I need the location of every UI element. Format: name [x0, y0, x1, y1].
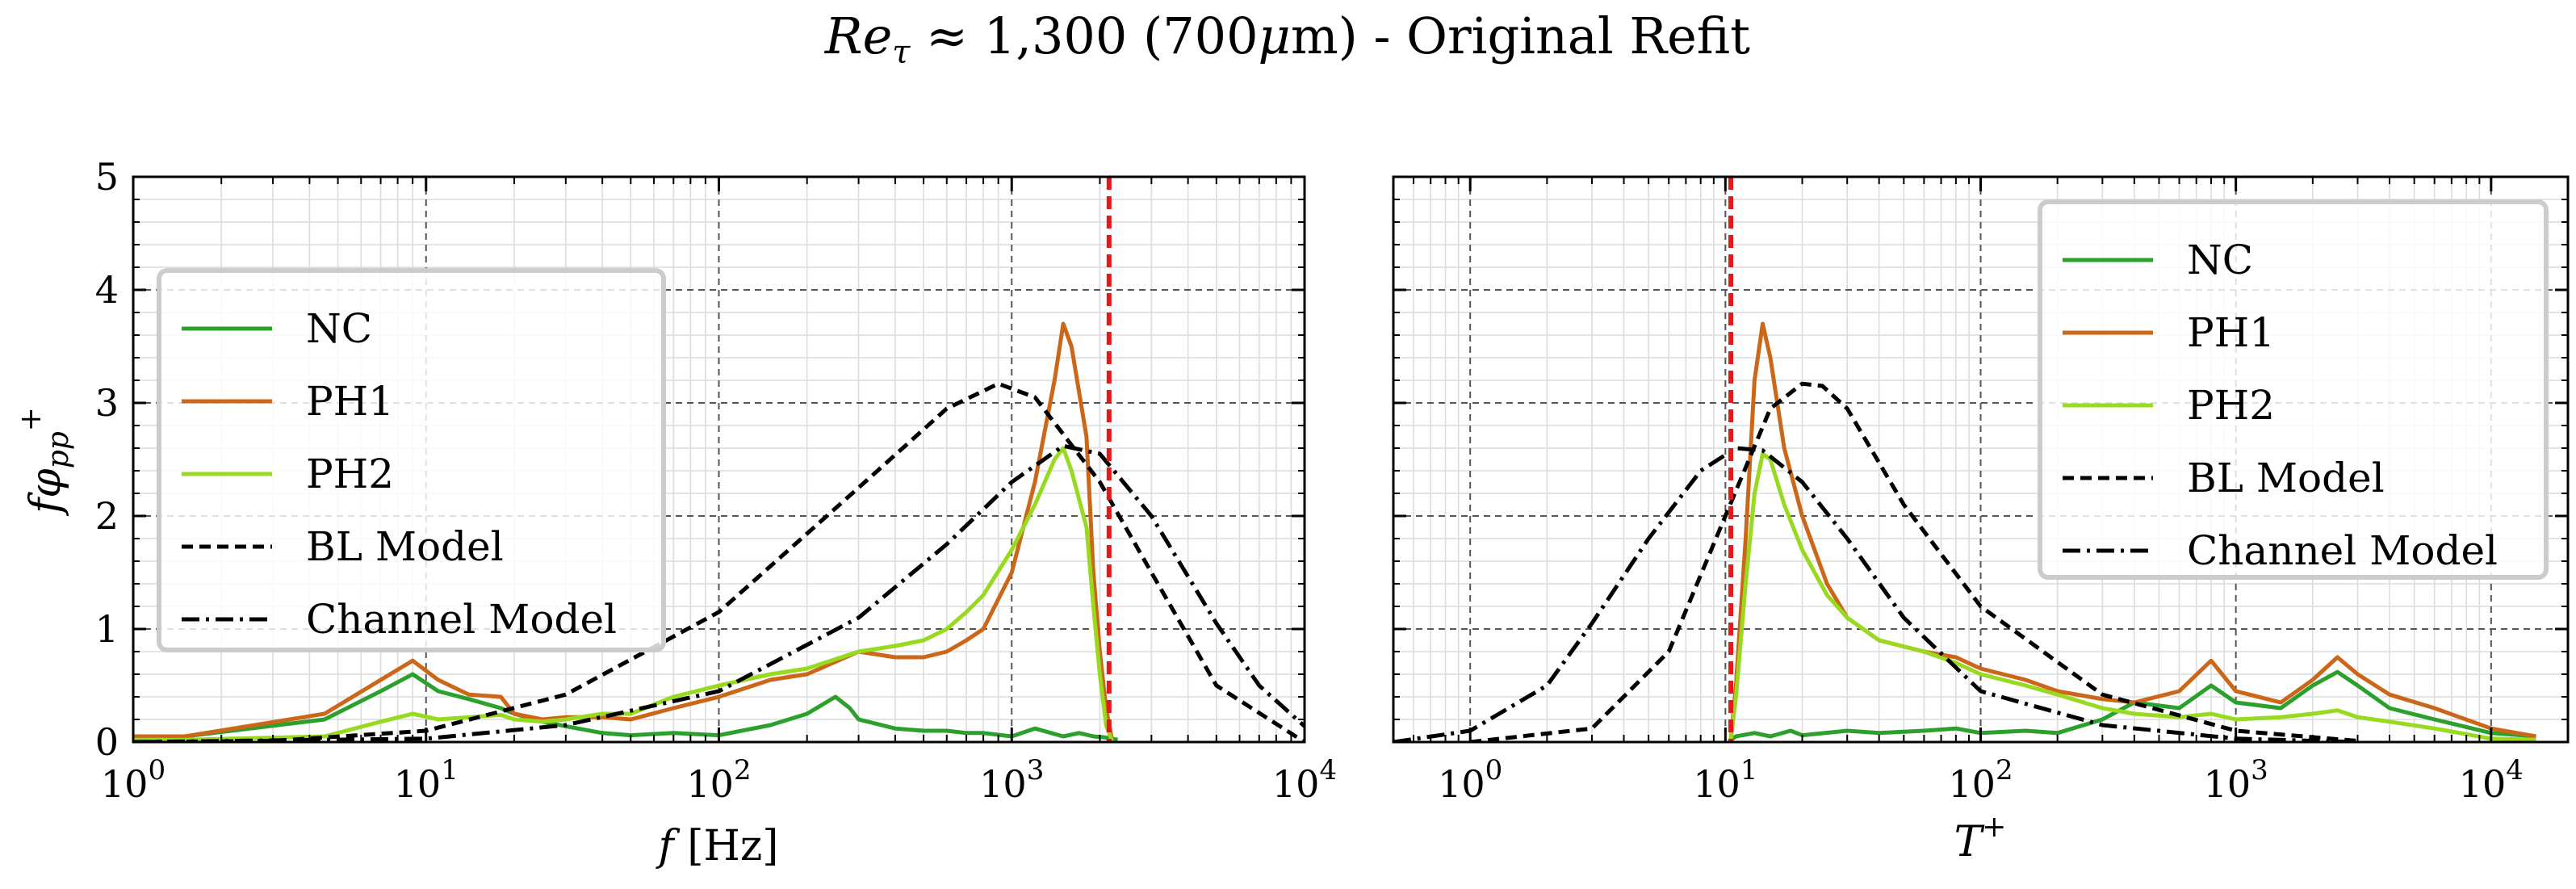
series-line-ph1: [133, 321, 1114, 740]
right-legend: NC PH1 PH2 BL Model Channel Model: [2038, 199, 2549, 580]
legend-label: PH1: [2187, 309, 2275, 356]
x-tick-label: 102: [1948, 754, 2013, 806]
y-tick-label: 2: [95, 494, 119, 538]
series-line-ph2: [1728, 451, 2536, 742]
left-y-axis-label: fφpp+: [15, 407, 75, 517]
legend-label: BL Model: [306, 523, 504, 570]
x-tick-label: 104: [1272, 754, 1337, 806]
series-line-ph2: [133, 446, 1114, 742]
series-line-ph1: [1728, 321, 2536, 740]
right-x-axis-label: T+: [1954, 811, 2007, 866]
x-tick-label: 103: [2204, 754, 2268, 806]
legend-label: NC: [2187, 237, 2253, 283]
x-tick-label: 100: [1438, 754, 1502, 806]
legend-label: BL Model: [2187, 455, 2385, 501]
series-line-bl-model: [1469, 381, 2358, 742]
series-line-nc: [133, 672, 1118, 742]
figure-title: Reτ ≈ 1,300 (700μm) - Original Refit: [824, 6, 1750, 71]
x-tick-label: 101: [394, 754, 459, 806]
left-axis-ticks: 0 1 2 3 4 5 100 101 102 103 104: [95, 155, 1337, 806]
series-line-channel-model: [133, 443, 1305, 742]
y-tick-label: 0: [95, 720, 119, 764]
x-tick-label: 104: [2459, 754, 2524, 806]
y-tick-label: 4: [95, 268, 119, 312]
legend-label: PH2: [306, 451, 394, 497]
legend-label: NC: [306, 305, 372, 352]
x-tick-label: 101: [1693, 754, 1757, 806]
series-line-nc: [1729, 669, 2536, 742]
y-tick-label: 3: [95, 381, 119, 425]
left-chart-panel: 0 1 2 3 4 5 100 101 102 103 104 f [Hz] fφpp+ NC PH1…: [15, 155, 1337, 870]
y-tick-label: 1: [95, 607, 119, 651]
legend-box: [2038, 199, 2549, 580]
x-tick-label: 102: [686, 754, 751, 806]
legend-box: [157, 268, 666, 652]
left-legend: NC PH1 PH2 BL Model Channel Model: [157, 268, 666, 652]
right-plot-area: [1393, 177, 2536, 742]
left-x-axis-label: f [Hz]: [655, 822, 778, 870]
y-tick-label: 5: [95, 155, 119, 199]
right-axis-ticks: 100 101 102 103 104: [1393, 175, 2568, 806]
series-line-channel-model: [1393, 446, 2358, 742]
legend-label: PH2: [2187, 382, 2275, 429]
right-chart-panel: 100 101 102 103 104 T+ NC PH1 PH2 BL Model Chann…: [1392, 175, 2570, 866]
legend-label: Channel Model: [2187, 527, 2498, 574]
x-tick-label: 103: [979, 754, 1044, 806]
x-tick-label: 100: [101, 754, 165, 806]
legend-label: Channel Model: [306, 596, 617, 643]
legend-label: PH1: [306, 378, 394, 425]
